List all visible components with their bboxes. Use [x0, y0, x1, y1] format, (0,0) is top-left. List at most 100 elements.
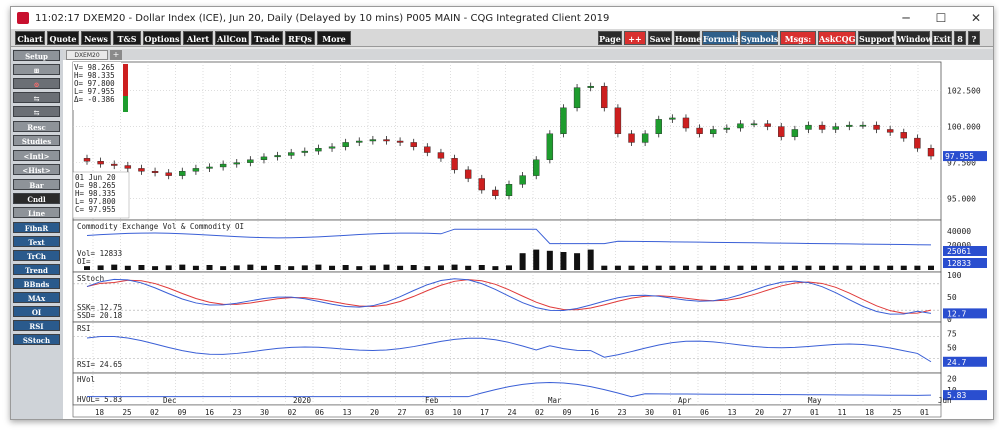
add-tab-button[interactable]: +	[110, 50, 122, 60]
sidebar-cndl-button[interactable]: Cndl	[13, 193, 60, 204]
sidebar-resc-button[interactable]: Resc	[13, 121, 60, 132]
toolbar-symbols-button[interactable]: Symbols	[740, 31, 778, 45]
sidebar-studies-button[interactable]: Studies	[13, 135, 60, 146]
volume-bar	[873, 265, 880, 270]
candle-body	[655, 119, 662, 134]
menu-trade-button[interactable]: Trade	[251, 31, 283, 45]
toolbar-save-button[interactable]: Save	[648, 31, 672, 45]
toolbar---button[interactable]: ?	[968, 31, 980, 45]
candle-body	[138, 168, 145, 172]
date-box-bg	[72, 171, 130, 219]
toolbar-home-button[interactable]: Home	[674, 31, 701, 45]
toolbar-formula-button[interactable]: Formula	[702, 31, 740, 45]
volume-bar	[832, 265, 839, 270]
sidebar-oi-button[interactable]: OI	[13, 306, 60, 317]
tab-dxem20[interactable]: DXEM20	[66, 50, 108, 60]
toolbar-askcqg-button[interactable]: AskCQG	[818, 31, 856, 45]
x-tick-label: 02	[288, 408, 297, 417]
candle-body	[478, 178, 485, 191]
candle-body	[206, 166, 213, 169]
toolbar-page-button[interactable]: Page	[598, 31, 622, 45]
toolbar-exit-button[interactable]: Exit	[932, 31, 952, 45]
sidebar-setup-button[interactable]: Setup	[13, 50, 60, 61]
candle-body	[873, 124, 880, 130]
volume-bar	[805, 265, 812, 270]
sidebar-trch-button[interactable]: TrCh	[13, 250, 60, 261]
rsi-tag	[943, 356, 987, 367]
volume-bar	[220, 266, 227, 270]
minimize-button[interactable]: ─	[902, 11, 910, 25]
x-tick-label: 30	[260, 408, 270, 417]
sidebar--intl--button[interactable]: <Intl>	[13, 150, 60, 161]
candle-body	[124, 165, 132, 169]
date-box-line: L= 97.800	[75, 197, 116, 206]
menu-chart-button[interactable]: Chart	[15, 31, 45, 45]
candle-body	[83, 158, 91, 162]
sidebar-fibnr-button[interactable]: FibnR	[13, 222, 60, 233]
menu-rfqs-button[interactable]: RFQs	[285, 31, 315, 45]
volume-bar	[179, 264, 186, 270]
x-tick-label: 20	[755, 408, 765, 417]
app-logo-icon	[17, 12, 29, 24]
volume-bar	[614, 265, 621, 270]
menu-news-button[interactable]: News	[81, 31, 111, 45]
toolbar-window-button[interactable]: Window	[896, 31, 933, 45]
close-button[interactable]: ✕	[970, 11, 982, 25]
window-title: 11:02:17 DXEM20 - Dollar Index (ICE), Ju…	[35, 12, 610, 24]
sidebar-bbnds-button[interactable]: BBnds	[13, 278, 60, 289]
chart-canvas[interactable]: 102.500 100.000 97.500 95.000 97.955 V= 98.26…	[63, 60, 994, 420]
menu-allcon-button[interactable]: AllCon	[215, 31, 249, 45]
title-bar: 11:02:17 DXEM20 - Dollar Index (ICE), Ju…	[11, 7, 993, 29]
sidebar---button[interactable]: ⇆	[13, 92, 60, 103]
volume-panel-label: Vol= 12833	[77, 249, 122, 258]
toolbar---button[interactable]: ++	[624, 31, 646, 45]
menu-quote-button[interactable]: Quote	[47, 31, 79, 45]
toolbar-8-button[interactable]: 8	[954, 31, 966, 45]
volume-tick-label: 20000	[947, 241, 971, 250]
candle-body	[764, 123, 771, 127]
sidebar-rsi-button[interactable]: RSI	[13, 320, 60, 331]
sidebar-bar-button[interactable]: Bar	[13, 179, 60, 190]
study-sidebar: Setup ⊞ ⊙ ⇆ ⇆ Resc Studies <Intl> <Hist> Bar Cndl L…	[11, 49, 63, 419]
volume-bar	[424, 266, 431, 270]
sidebar-max-button[interactable]: MAx	[13, 292, 60, 303]
x-tick-label: 02	[150, 408, 159, 417]
x-tick-label: 01	[920, 408, 929, 417]
volume-bar	[751, 265, 758, 270]
ohlc-bar-marker	[123, 64, 128, 112]
candle-body	[369, 139, 377, 142]
toolbar-msgs-4-button[interactable]: Msgs: 4	[780, 31, 816, 58]
volume-bar	[369, 265, 376, 270]
menu-options-button[interactable]: Options	[143, 31, 181, 45]
x-tick-label: 18	[865, 408, 875, 417]
sidebar---button[interactable]: ⇆	[13, 106, 60, 117]
x-tick-label: 13	[728, 408, 737, 417]
sidebar-sstoch-button[interactable]: SStoch	[13, 334, 60, 345]
sidebar---button[interactable]: ⊙	[13, 78, 60, 89]
sidebar--hist--button[interactable]: <Hist>	[13, 164, 60, 175]
sidebar-text-button[interactable]: Text	[13, 236, 60, 247]
candle-body	[560, 107, 567, 134]
candle-body	[791, 129, 799, 137]
sidebar-line-button[interactable]: Line	[13, 207, 60, 218]
rsi-tag-label: 24.7	[947, 358, 966, 367]
candle-body	[464, 169, 472, 179]
app-window: 11:02:17 DXEM20 - Dollar Index (ICE), Ju…	[10, 6, 994, 420]
volume-bar	[764, 265, 771, 270]
sstoch-label: SSK= 12.75	[77, 303, 122, 312]
menu-alert-button[interactable]: Alert	[183, 31, 213, 45]
ohlc-legend-line: L= 97.955	[74, 87, 115, 96]
volume-bar	[356, 266, 363, 270]
sstoch-tick-label: 50	[947, 293, 957, 302]
volume-bar	[97, 265, 104, 270]
volume-bar	[492, 266, 499, 270]
price-tick-label: 95.000	[947, 195, 976, 204]
menu-more-button[interactable]: More	[317, 31, 351, 45]
volume-panel-title: Commodity Exchange Vol & Commodity OI	[77, 222, 244, 231]
sidebar-trend-button[interactable]: Trend	[13, 264, 60, 275]
toolbar-support-button[interactable]: Support	[858, 31, 895, 45]
sidebar---button[interactable]: ⊞	[13, 64, 60, 75]
maximize-button[interactable]: ☐	[935, 11, 947, 25]
menu-t-s-button[interactable]: T&S	[113, 31, 141, 45]
chart-area[interactable]: 102.500 100.000 97.500 95.000 97.955 V= 98.26…	[63, 60, 994, 420]
